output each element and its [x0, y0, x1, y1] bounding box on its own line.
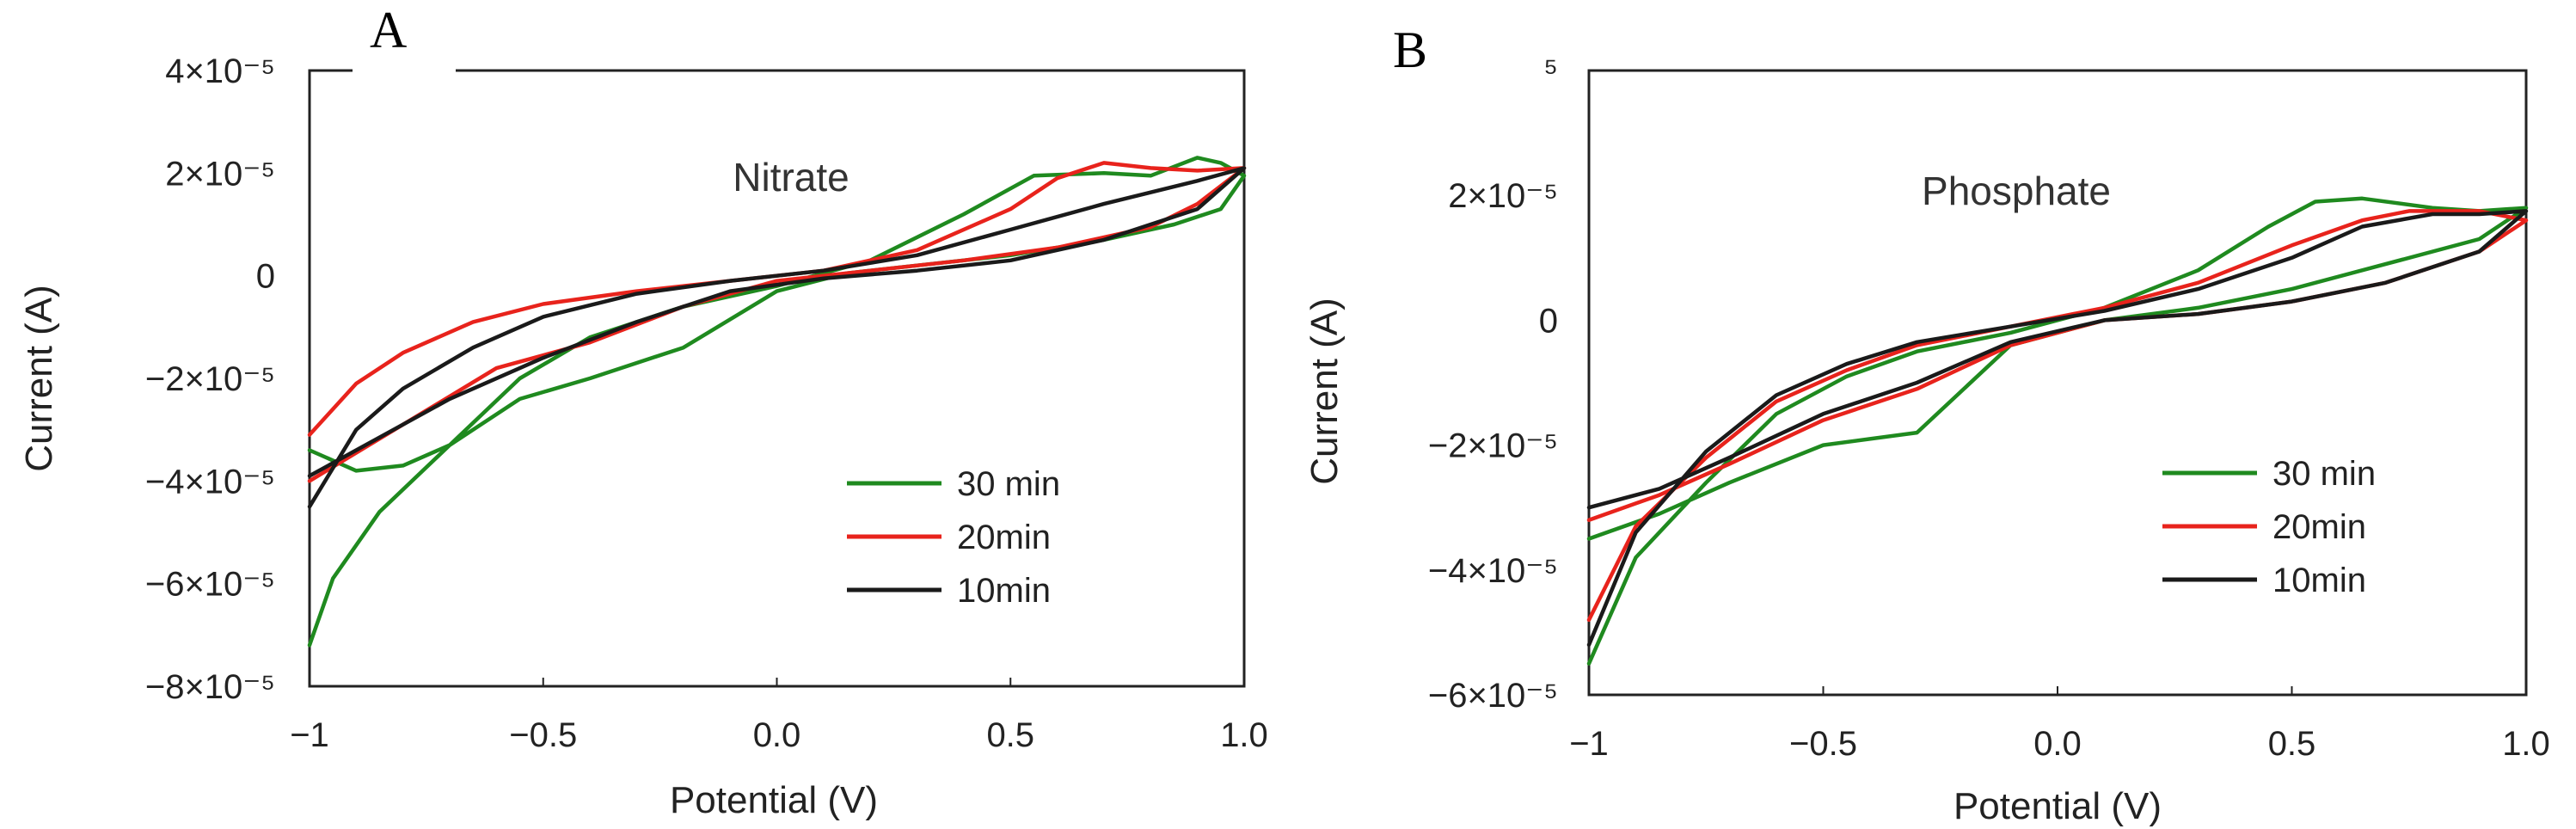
y-tick-label: ⁵: [1543, 52, 1558, 90]
series-line-10min: [1586, 209, 2529, 648]
y-tick-label: −2×10⁻⁵: [145, 360, 275, 398]
panel-label: A: [370, 2, 407, 58]
y-tick-label: 4×10⁻⁵: [165, 52, 275, 90]
y-tick-label: 0: [1539, 302, 1558, 340]
series-line-20min: [1586, 209, 2529, 623]
panel-label-backing: [353, 65, 456, 76]
plot-frame: [1587, 69, 2528, 697]
x-tick-label: 0.0: [2033, 725, 2082, 763]
y-tick-label: −2×10⁻⁵: [1428, 427, 1558, 465]
legend-label: 10min: [2272, 562, 2366, 599]
legend: 30 min 20min 10min: [2162, 455, 2376, 599]
x-tick-label: −0.5: [509, 716, 577, 754]
panel-label-backing: [1376, 65, 1479, 76]
chart-title: Nitrate: [733, 155, 849, 200]
legend-label: 20min: [957, 519, 1051, 556]
y-tick-label: −4×10⁻⁵: [1428, 552, 1558, 590]
legend-label: 20min: [2272, 508, 2366, 546]
y-tick-label: 0: [256, 258, 275, 296]
chart-title: Phosphate: [1922, 169, 2111, 213]
x-tick-label: 0.5: [2268, 725, 2316, 763]
y-tick-label: −6×10⁻⁵: [145, 566, 275, 604]
x-tick-label: 1.0: [1220, 716, 1268, 754]
y-tick-label: −4×10⁻⁵: [145, 463, 275, 500]
legend-label: 30 min: [957, 465, 1060, 503]
chart-panel-b: B −1 −0.5 0.0 0.5 1.0 ⁵ 2×10⁻⁵ 0 −2×10⁻⁵ −4×10⁻⁵ −6…: [1303, 21, 2550, 827]
x-tick-label: −1: [1569, 725, 1609, 763]
y-tick-label: −8×10⁻⁵: [145, 668, 275, 706]
y-axis-label: Current (A): [18, 285, 60, 472]
chart-panel-a: A −1 −0.5 0.0 0.5 1.0 4×10⁻⁵ 2×10⁻⁵ 0 −2×10⁻⁵ −4×1…: [18, 2, 1268, 821]
x-tick-label: 0.0: [753, 716, 801, 754]
panel-label: B: [1393, 21, 1427, 78]
y-tick-label: 2×10⁻⁵: [1448, 177, 1558, 215]
x-tick-label: 1.0: [2502, 725, 2550, 763]
x-tick-label: −0.5: [1789, 725, 1857, 763]
series-line-30min: [307, 156, 1247, 648]
y-tick-label: −6×10⁻⁵: [1428, 677, 1558, 715]
series-line-20min: [307, 161, 1247, 483]
y-tick-label: 2×10⁻⁵: [165, 155, 275, 193]
legend: 30 min 20min 10min: [847, 465, 1060, 610]
x-axis-label: Potential (V): [670, 779, 878, 821]
legend-label: 30 min: [2272, 455, 2376, 493]
x-tick-label: 0.5: [986, 716, 1034, 754]
x-tick-label: −1: [290, 716, 329, 754]
series-line-10min: [307, 166, 1247, 509]
x-axis-label: Potential (V): [1953, 785, 2162, 827]
legend-label: 10min: [957, 572, 1051, 610]
y-axis-label: Current (A): [1303, 298, 1346, 485]
